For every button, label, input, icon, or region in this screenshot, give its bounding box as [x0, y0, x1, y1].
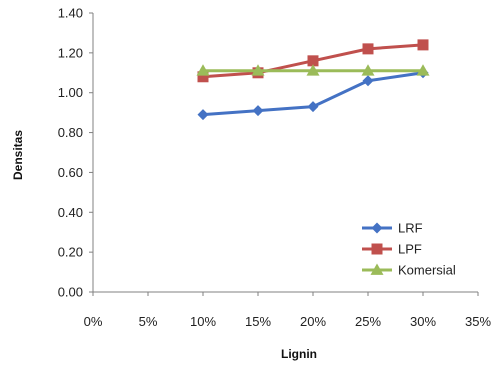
data-point-lrf — [362, 75, 374, 87]
data-point-lrf — [197, 109, 209, 121]
legend-label: LPF — [398, 242, 422, 257]
y-tick-label: 0.80 — [58, 125, 83, 140]
legend-marker — [371, 243, 383, 255]
y-tick-label: 0.20 — [58, 245, 83, 260]
data-point-lrf — [252, 105, 264, 117]
legend-item-lrf: LRF — [362, 221, 423, 236]
x-tick-label: 30% — [410, 314, 436, 329]
x-tick-label: 25% — [355, 314, 381, 329]
data-point-komersial — [361, 64, 375, 76]
y-tick-label: 0.60 — [58, 165, 83, 180]
x-tick-label: 0% — [84, 314, 103, 329]
series-layer — [196, 39, 430, 121]
x-tick-labels: 0% 5% 10% 15% 20% 25% 30% 35% — [84, 314, 492, 329]
x-tick-label: 10% — [190, 314, 216, 329]
y-tick-label: 1.20 — [58, 45, 83, 60]
data-point-lpf — [362, 43, 374, 55]
y-tick-labels: 0.00 0.20 0.40 0.60 0.80 1.00 1.20 1.40 — [58, 6, 83, 300]
legend-label: Komersial — [398, 263, 456, 278]
y-tick-label: 1.00 — [58, 85, 83, 100]
x-axis-title: Lignin — [281, 347, 317, 361]
y-tick-label: 1.40 — [58, 6, 83, 21]
x-tick-label: 5% — [139, 314, 158, 329]
x-tick-label: 20% — [300, 314, 326, 329]
legend-marker — [370, 263, 384, 275]
data-point-komersial — [416, 64, 430, 76]
x-tick-label: 15% — [245, 314, 271, 329]
legend-item-komersial: Komersial — [362, 263, 456, 278]
data-point-lpf — [307, 55, 319, 67]
y-tick-label: 0.40 — [58, 205, 83, 220]
axes — [89, 12, 479, 296]
series-komersial — [196, 64, 430, 76]
data-point-komersial — [196, 64, 210, 76]
data-point-komersial — [306, 64, 320, 76]
data-point-lpf — [417, 39, 429, 51]
data-point-lpf — [197, 71, 209, 83]
y-axis-title: Densitas — [11, 130, 25, 180]
legend-item-lpf: LPF — [362, 242, 422, 257]
y-tick-label: 0.00 — [58, 285, 83, 300]
legend: LRF LPF Komersial — [362, 221, 456, 278]
legend-label: LRF — [398, 221, 423, 236]
data-point-lrf — [307, 101, 319, 113]
data-point-komersial — [251, 64, 265, 76]
legend-marker — [371, 222, 383, 234]
x-tick-label: 35% — [465, 314, 491, 329]
